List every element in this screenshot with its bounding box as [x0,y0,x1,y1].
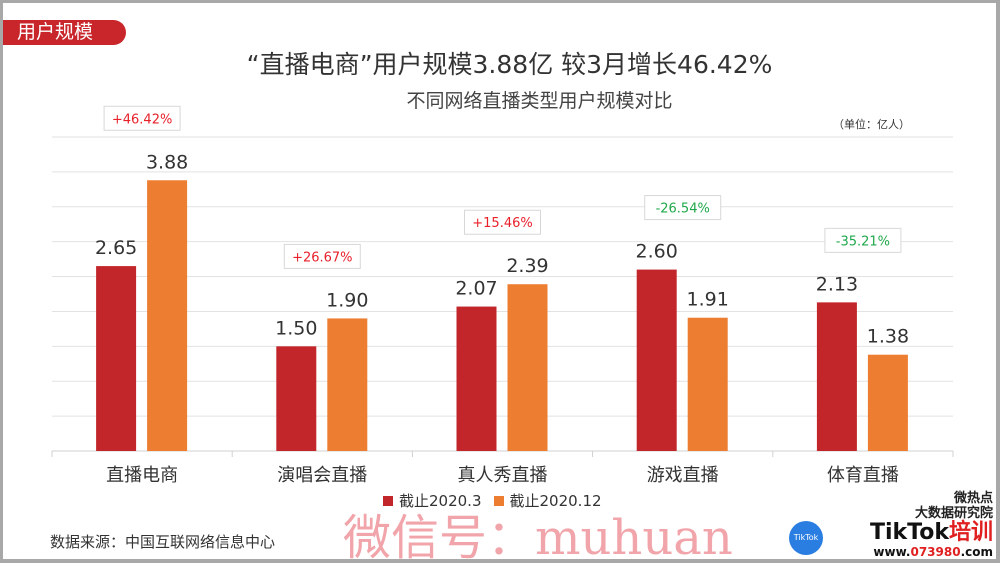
legend-item-2020-3: 截止2020.3 [383,492,482,510]
change-badge [824,227,902,253]
url-suffix: .com [960,545,993,559]
legend-swatch [493,496,504,506]
bar-2020-3 [456,306,497,451]
change-badge [644,195,722,221]
logo-line1: 微热点 [953,491,993,506]
bar-2020-12 [147,180,188,452]
bar-2020-3 [636,269,677,451]
logo-brand: TikTok培训 [829,521,993,545]
change-badge [283,243,361,269]
logo: 微热点 大数据研究院 TikTok培训 www.073980.com [829,491,993,560]
chart-title: “直播电商”用户规模3.88亿 较3月增长46.42% [246,50,773,79]
data-source: 数据来源：中国互联网络信息中心 [50,533,276,551]
data-label: 1.90 [326,289,368,311]
legend-swatch [383,496,393,506]
x-tick-label: 直播电商 [106,465,178,486]
change-badge [103,105,181,131]
logo-url: www.073980.com [829,545,993,560]
legend: 截止2020.3 截止2020.12 [383,492,602,510]
bar-2020-3 [96,266,137,451]
legend-label: 截止2020.12 [509,492,602,510]
url-prefix: www. [873,545,911,559]
section-tag: 用户规模 [3,20,126,45]
legend-item-2020-12: 截止2020.12 [493,492,602,510]
data-label: 2.07 [455,278,497,300]
change-label: +15.46% [472,216,532,231]
x-tick-label: 游戏直播 [647,465,719,486]
data-label: 2.60 [636,241,678,263]
x-tick-label: 真人秀直播 [458,465,548,486]
change-label: +26.67% [292,250,352,265]
bar-chart: 直播电商 2.65 3.88 +46.42% 演唱会直播 1.50 1.90 +26.67% 真… [51,105,954,486]
data-label: 2.39 [506,255,548,277]
url-num: 073980 [910,545,961,559]
legend-label: 截止2020.3 [399,492,482,510]
change-label: -35.21% [836,234,890,249]
data-label: 1.38 [867,326,909,348]
bar-2020-12 [507,284,548,451]
watermark: 微信号：muhuan [343,510,733,566]
unit-label: （单位：亿人） [833,118,910,131]
data-label: 1.91 [687,289,729,311]
bar-2020-3 [276,346,317,451]
change-label: +46.42% [112,112,172,127]
x-tick-label: 演唱会直播 [277,465,367,486]
bar-2020-3 [816,302,857,451]
data-label: 1.50 [275,317,317,339]
change-badge [464,209,541,235]
bar-2020-12 [687,317,728,451]
change-label: -26.54% [656,202,710,217]
logo-line2: 大数据研究院 [914,506,993,521]
logo-brand-suffix: 培训 [948,520,993,545]
logo-brand-text: TikTok [869,520,949,545]
data-label: 2.65 [95,237,137,259]
x-tick-label: 体育直播 [827,465,899,486]
data-label: 3.88 [146,151,188,173]
bar-2020-12 [327,318,368,451]
tiktok-badge-icon: TikTok [789,521,823,555]
bar-2020-12 [867,354,908,451]
data-label: 2.13 [816,273,858,295]
chart-subtitle: 不同网络直播类型用户规模对比 [406,90,673,112]
